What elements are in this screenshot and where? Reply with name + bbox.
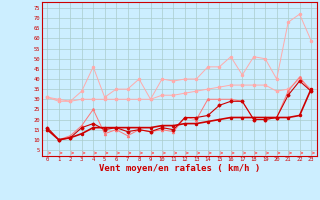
- X-axis label: Vent moyen/en rafales ( km/h ): Vent moyen/en rafales ( km/h ): [99, 164, 260, 173]
